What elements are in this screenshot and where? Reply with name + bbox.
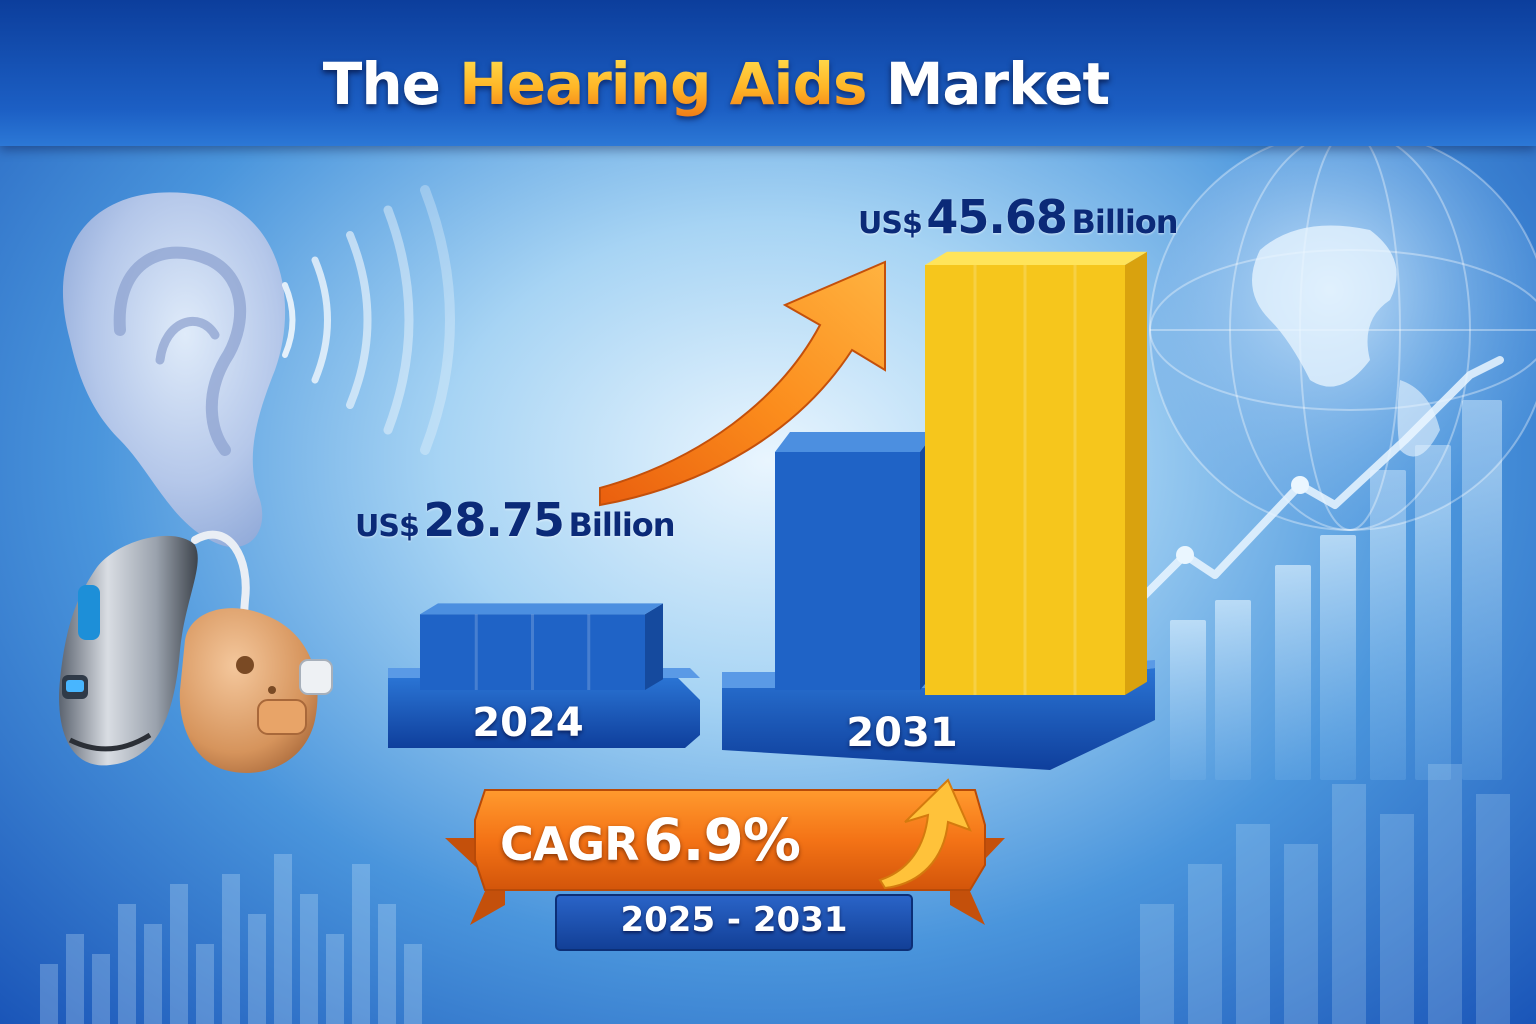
background-bar-bottom-14: [404, 944, 422, 1024]
background-bar-bottom-right-0: [1140, 904, 1174, 1024]
value-label-2024-currency: US$: [355, 509, 420, 544]
background-bar-right-1: [1215, 600, 1251, 780]
background-bar-bottom-12: [352, 864, 370, 1024]
value-label-2031-number: 45.68: [926, 190, 1068, 244]
cagr-value: 6.9%: [643, 806, 801, 874]
value-label-2031: US$ 45.68 Billion: [858, 190, 1179, 244]
cagr-label: CAGR: [500, 817, 640, 871]
background-bar-bottom-right-1: [1188, 864, 1222, 1024]
background-bar-bottom-4: [144, 924, 162, 1024]
background-bar-bottom-9: [274, 854, 292, 1024]
background-bar-right-2: [1275, 565, 1311, 780]
growth-arrow-icon: [599, 260, 886, 507]
bar-2024-top: [420, 603, 663, 615]
background-bar-right-0: [1170, 620, 1206, 780]
bar-2031-side: [1125, 251, 1147, 696]
hearing-aid-ite-icon: [179, 608, 333, 773]
cagr-period: 2025 - 2031: [620, 900, 848, 940]
ear-icon: [62, 192, 286, 548]
background-bar-bottom-right-5: [1380, 814, 1414, 1024]
background-bar-right-6: [1462, 400, 1502, 780]
background-bar-bottom-6: [196, 944, 214, 1024]
background-bar-bottom-right-6: [1428, 764, 1462, 1024]
cagr-ribbon: [445, 789, 1005, 951]
bar-2031: [925, 251, 1147, 696]
background-bar-bottom-1: [66, 934, 84, 1024]
title-band: [0, 0, 1536, 146]
value-label-2024-unit: Billion: [568, 506, 676, 544]
category-label-2031: 2031: [846, 710, 958, 756]
background-bar-bottom-7: [222, 874, 240, 1024]
bar-2031-top: [925, 251, 1147, 265]
background-bar-bottom-13: [378, 904, 396, 1024]
background-bar-bottom-2: [92, 954, 110, 1024]
background-bar-bottom-5: [170, 884, 188, 1024]
chart-bars: [420, 251, 1147, 696]
background-bar-bottom-8: [248, 914, 266, 1024]
category-label-2024: 2024: [472, 700, 584, 746]
bar-2031-shadow-block: [775, 432, 935, 690]
globe-icon: [1149, 129, 1536, 531]
background-bar-bottom-right-7: [1476, 794, 1510, 1024]
bar-2024-side: [645, 603, 663, 690]
background-bar-right-3: [1320, 535, 1356, 780]
bar-2024-front: [420, 614, 645, 690]
background-bars-bottom: [40, 764, 1510, 1024]
page-title: The Hearing Aids Market: [0, 50, 1432, 118]
background-bars-right: [1170, 400, 1502, 780]
cagr-arrow-icon: [878, 778, 972, 890]
background-bar-bottom-3: [118, 904, 136, 1024]
sound-waves-icon: [282, 185, 455, 455]
cagr-badge: CAGR 6.9%: [500, 806, 801, 874]
background-bar-right-5: [1415, 445, 1451, 780]
title-end: Market: [885, 50, 1111, 118]
bar-2031-front: [925, 265, 1125, 695]
title-start: The: [322, 50, 441, 118]
bar-2024: [420, 603, 663, 690]
background-bar-right-4: [1370, 470, 1406, 780]
trend-line-icon: [1116, 356, 1504, 624]
background-bar-bottom-right-4: [1332, 784, 1366, 1024]
background-bar-bottom-0: [40, 964, 58, 1024]
value-label-2024-number: 28.75: [423, 493, 565, 547]
value-label-2024: US$ 28.75 Billion: [355, 493, 676, 547]
value-label-2031-unit: Billion: [1071, 203, 1179, 241]
background-bar-bottom-right-2: [1236, 824, 1270, 1024]
background-bar-bottom-right-3: [1284, 844, 1318, 1024]
background-bar-bottom-10: [300, 894, 318, 1024]
value-label-2031-currency: US$: [858, 206, 923, 241]
background-bar-bottom-11: [326, 934, 344, 1024]
title-highlight: Hearing Aids: [459, 50, 867, 118]
